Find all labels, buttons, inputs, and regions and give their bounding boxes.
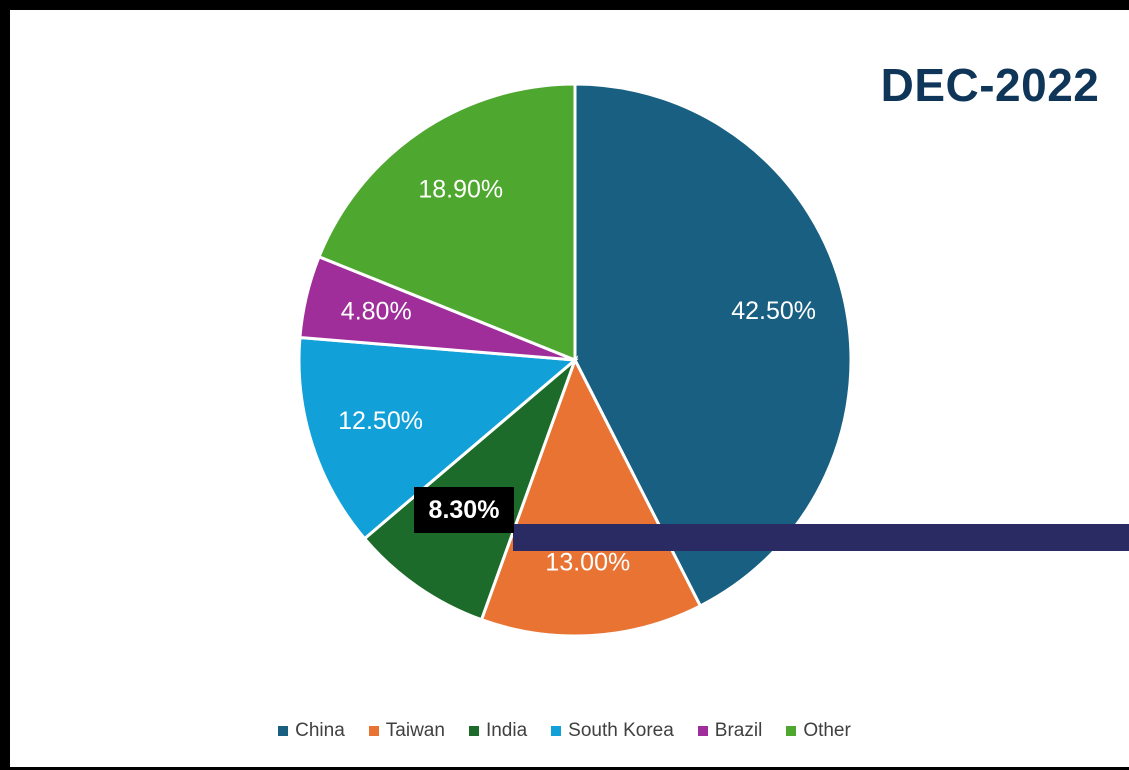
legend-swatch [368,726,379,736]
callout-label-india: 8.30% [414,487,514,533]
legend-item-india: India [468,720,528,742]
legend-label: Brazil [714,720,763,741]
legend-label: Other [803,720,851,741]
legend-item-china: China [278,720,345,742]
legend-item-brazil: Brazil [697,720,763,742]
data-label-other: 18.90% [418,175,503,203]
data-label-brazil: 4.80% [341,298,412,326]
legend-swatch [468,726,479,736]
legend-item-other: Other [786,720,851,742]
legend: China Taiwan India South Korea Brazil Ot… [0,720,1129,742]
legend-swatch [278,726,289,736]
legend-label: Taiwan [385,720,445,741]
chart-title: DEC-2022 [880,59,1100,111]
data-label-china: 42.50% [731,297,816,325]
legend-label: India [485,720,528,741]
legend-item-south-korea: South Korea [551,720,674,742]
callout-bar [513,524,1129,551]
legend-label: South Korea [568,720,674,741]
data-label-south-korea: 12.50% [338,407,423,435]
legend-item-taiwan: Taiwan [368,720,445,742]
pie-slice-taiwan [479,356,703,638]
legend-label: China [295,720,345,741]
pie-slice-other [317,82,577,363]
legend-swatch [786,726,797,736]
legend-swatch [551,726,562,736]
pie-slice-south-korea [297,335,579,541]
data-label-taiwan: 13.00% [545,548,630,576]
legend-swatch [697,726,708,736]
